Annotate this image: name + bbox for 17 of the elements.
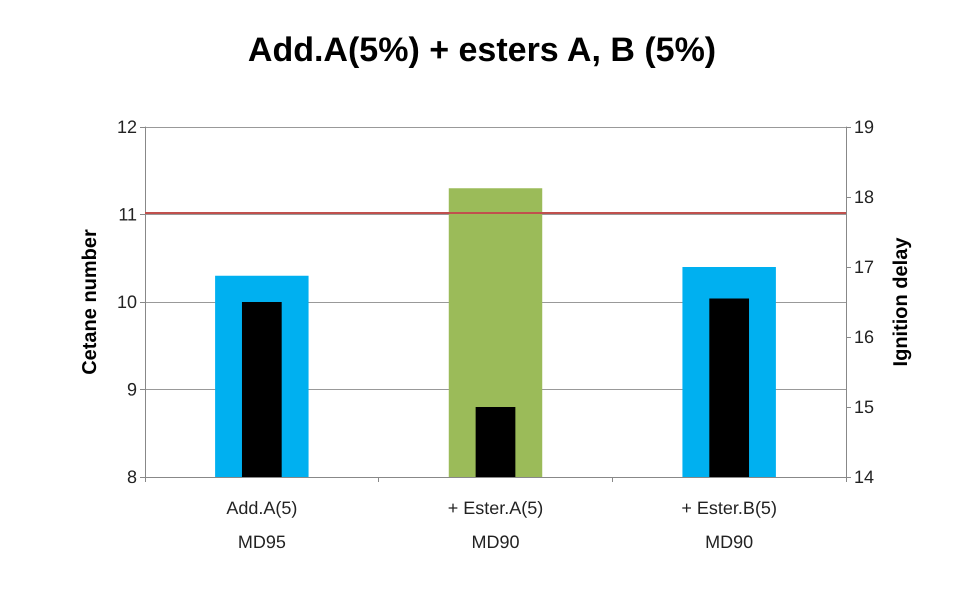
y-tick-label: 10 xyxy=(116,292,137,312)
y2-tick-label: 19 xyxy=(854,117,874,137)
chart-title: Add.A(5%) + esters A, B (5%) xyxy=(248,31,716,69)
y2-tick-label: 17 xyxy=(854,257,874,277)
y2-tick-label: 18 xyxy=(854,187,874,207)
x-tick-label: + Ester.B(5) MD90 xyxy=(681,498,777,552)
y-tick-label: 11 xyxy=(118,204,137,224)
y2-tick-label: 15 xyxy=(854,397,874,417)
y-tick-label: 8 xyxy=(126,467,137,487)
x-tick-label: Add.A(5) MD95 xyxy=(226,498,298,552)
y2-tick-label: 14 xyxy=(854,467,874,487)
y-tick-label: 12 xyxy=(116,117,137,137)
y2-tick-label: 16 xyxy=(854,327,874,347)
x-tick-label: + Ester.A(5) MD90 xyxy=(448,498,544,552)
y-axis-title: Cetane number xyxy=(79,228,101,375)
y-tick-label: 9 xyxy=(126,380,137,400)
y2-axis-title: Ignition delay xyxy=(890,236,912,366)
